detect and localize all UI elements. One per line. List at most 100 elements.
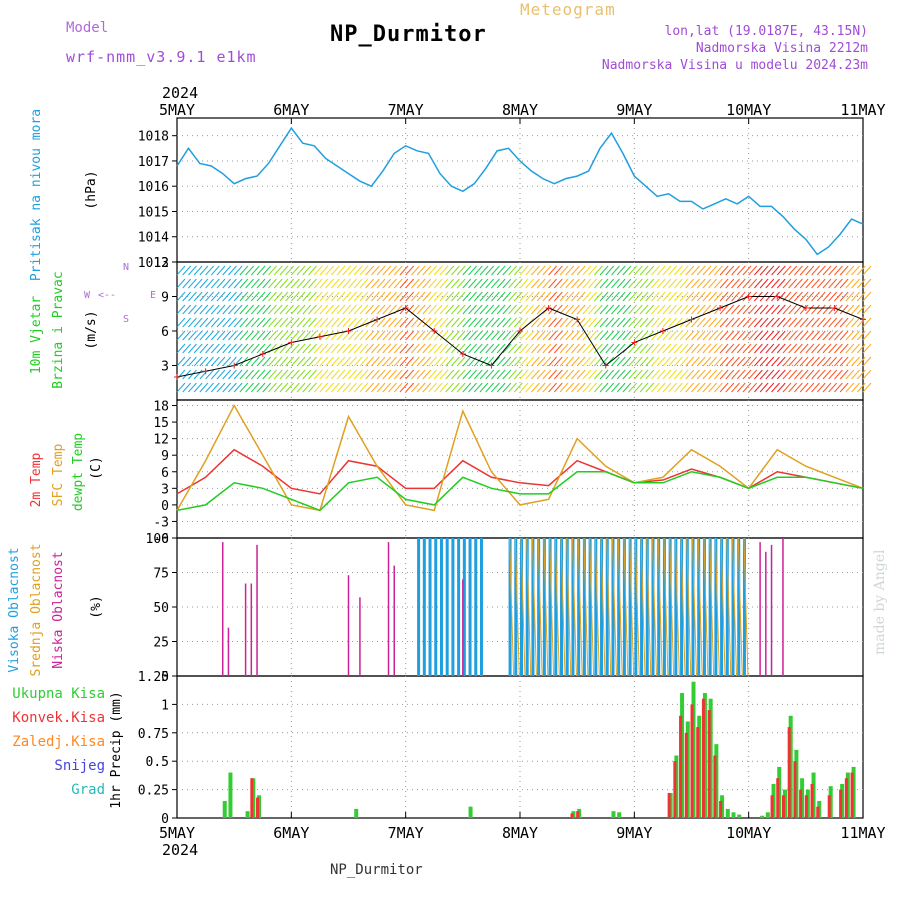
wind-barb — [250, 317, 260, 328]
wind-barb — [308, 343, 317, 354]
wind-barb — [416, 304, 426, 315]
wind-barb — [839, 343, 849, 354]
wind-barb — [222, 330, 232, 341]
wind-barb — [422, 382, 432, 393]
wind-barb — [662, 304, 672, 315]
wind-barb — [736, 382, 746, 393]
cloud-axis-unit: (%) — [89, 595, 104, 618]
wind-barb — [525, 382, 535, 393]
cloud-bar-high — [680, 538, 684, 676]
wind-barb — [822, 356, 832, 367]
wind-barb — [622, 369, 632, 380]
wind-barb — [565, 382, 575, 393]
wind-barb — [599, 343, 609, 354]
wind-barb — [513, 369, 523, 380]
wind-barb — [822, 330, 832, 341]
wind-barb — [702, 356, 712, 367]
wind-barb — [691, 278, 700, 289]
model-name: wrf-nmm_v3.9.1 e1km — [66, 48, 257, 66]
wind-barb — [811, 265, 820, 276]
precip-bar-convective — [250, 778, 254, 818]
wind-barb — [759, 317, 769, 328]
wind-barb — [228, 265, 237, 276]
cloud-bar-high — [651, 538, 655, 676]
wind-barb — [205, 369, 214, 380]
wind-barb — [611, 304, 620, 315]
wind-barb — [565, 356, 575, 367]
wind-barb — [502, 278, 512, 289]
wind-barb — [799, 265, 809, 276]
wind-barb — [748, 369, 758, 380]
wind-barb — [433, 265, 443, 276]
wind-barb — [525, 343, 535, 354]
wind-barb — [633, 369, 643, 380]
wind-barb — [685, 356, 695, 367]
wind-barb — [422, 265, 432, 276]
wind-barb — [685, 278, 695, 289]
year-label-bottom: 2024 — [162, 841, 198, 859]
wind-barb — [834, 278, 843, 289]
wind-barb — [851, 278, 860, 289]
wind-barb — [782, 356, 792, 367]
wind-barb — [250, 291, 260, 302]
wind-barb — [502, 330, 512, 341]
wind-barb — [708, 291, 718, 302]
wind-barb — [422, 304, 432, 315]
wind-barb — [565, 343, 575, 354]
wind-barb — [496, 291, 506, 302]
direction-s: S — [123, 314, 129, 325]
wind-barb — [308, 265, 317, 276]
wind-barb — [559, 278, 569, 289]
time-tick-bottom: 8MAY — [502, 824, 538, 842]
wind-barb — [399, 304, 409, 315]
wind-barb — [228, 382, 237, 393]
wind-barb — [576, 304, 586, 315]
cloud-bar-high — [657, 538, 661, 676]
page-title: NP_Durmitor — [330, 22, 487, 47]
wind-barb — [416, 317, 426, 328]
wind-barb — [393, 317, 403, 328]
wind-barb — [628, 317, 637, 328]
wind-barb — [285, 369, 294, 380]
wind-barb — [285, 343, 294, 354]
wind-barb — [502, 343, 512, 354]
wind-barb — [411, 369, 420, 380]
wind-barb — [754, 278, 763, 289]
wind-barb — [788, 369, 798, 380]
wind-barb — [491, 278, 500, 289]
wind-barb — [479, 369, 489, 380]
wind-barb — [519, 343, 529, 354]
wind-barb — [205, 343, 214, 354]
wind-barb — [462, 369, 472, 380]
time-tick-top: 9MAY — [616, 101, 652, 119]
wind-barb — [205, 265, 214, 276]
wind-barb — [216, 330, 226, 341]
wind-barb — [571, 291, 580, 302]
wind-barb — [451, 278, 460, 289]
wind-barb — [462, 330, 472, 341]
cloud-bar-high — [508, 538, 512, 676]
wind-barb — [233, 265, 243, 276]
wind-barb — [799, 343, 809, 354]
wind-barb — [199, 291, 209, 302]
wind-barb — [508, 291, 517, 302]
wind-barb — [473, 343, 483, 354]
wind-barb — [679, 356, 689, 367]
time-tick-bottom: 11MAY — [840, 824, 885, 842]
wind-barb — [862, 330, 872, 341]
wind-barb — [262, 343, 272, 354]
wind-barb — [279, 343, 289, 354]
cloud-bar-high — [737, 538, 741, 676]
wind-barb — [176, 356, 186, 367]
wind-barb — [222, 382, 232, 393]
cloud-bar-high — [674, 538, 678, 676]
wind-barb — [428, 382, 437, 393]
wind-barb — [491, 304, 500, 315]
precip-bar-convective — [673, 761, 677, 818]
cloud-bar-mid — [617, 537, 623, 677]
precip-legend-item: Ukupna Kisa — [12, 686, 105, 702]
wind-barb — [725, 369, 735, 380]
wind-barb — [222, 278, 232, 289]
wind-barb — [176, 330, 186, 341]
wind-barb — [788, 291, 798, 302]
